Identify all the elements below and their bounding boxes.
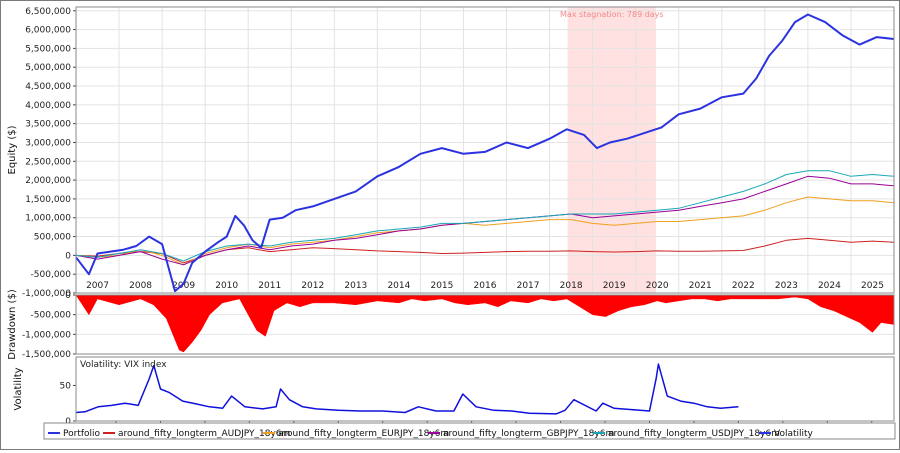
legend-item-label: Volatility <box>774 429 814 439</box>
equity-plot-border <box>75 6 895 294</box>
equity-year-label: 2021 <box>689 281 712 291</box>
equity-year-label: 2013 <box>344 281 367 291</box>
equity-ytick-label: 3,000,000 <box>25 138 71 148</box>
volatility-ytick-label: 0 <box>65 417 71 427</box>
equity-year-label: 2023 <box>775 281 798 291</box>
volatility-ytick-label: 50 <box>60 381 72 391</box>
equity-year-label: 2022 <box>732 281 755 291</box>
equity-year-label: 2020 <box>646 281 669 291</box>
stagnation-band <box>567 7 656 293</box>
equity-ytick-label: 5,500,000 <box>25 44 71 54</box>
equity-year-label: 2017 <box>517 281 540 291</box>
volatility-plot-border <box>75 356 895 422</box>
drawdown-ytick-label: -1,000,000 <box>22 330 71 340</box>
equity-year-label: 2009 <box>172 281 195 291</box>
legend-item-label: around_fifty_longterm_USDJPY_18y6m <box>608 429 780 439</box>
equity-ytick-label: 6,000,000 <box>25 26 71 36</box>
equity-year-label: 2015 <box>430 281 453 291</box>
equity-year-label: 2018 <box>560 281 583 291</box>
legend-item-label: around_fifty_longterm_EURJPY_18y6m <box>278 429 449 439</box>
equity-ytick-label: 2,000,000 <box>25 176 71 186</box>
equity-year-label: 2016 <box>474 281 497 291</box>
equity-year-label: 2008 <box>129 281 152 291</box>
equity-year-label: 2019 <box>603 281 626 291</box>
equity-series-line-4 <box>75 170 895 262</box>
equity-ytick-label: -1,000,000 <box>22 289 71 299</box>
equity-ytick-label: 5,000,000 <box>25 63 71 73</box>
equity-ytick-label: 500,000 <box>34 233 71 243</box>
stagnation-label: Max stagnation: 789 days <box>560 10 664 19</box>
equity-year-label: 2012 <box>301 281 324 291</box>
equity-year-label: 2011 <box>258 281 281 291</box>
legend-item-label: around_fifty_longterm_AUDJPY_18y6m <box>118 429 290 439</box>
drawdown-ytick-label: 0 <box>65 291 71 301</box>
volatility-ylabel: Volatility <box>13 367 24 410</box>
equity-ytick-label: 4,500,000 <box>25 82 71 92</box>
legend-item-label: around_fifty_longterm_GBPJPY_18y6m <box>443 429 614 439</box>
equity-ytick-label: 1,000,000 <box>25 214 71 224</box>
equity-ytick-label: 2,500,000 <box>25 157 71 167</box>
legend-item-label: Portfolio <box>63 429 101 439</box>
equity-series-line-3 <box>75 175 895 266</box>
equity-series-line-1 <box>75 237 895 264</box>
volatility-line <box>75 363 739 415</box>
equity-ylabel: Equity ($) <box>7 125 18 174</box>
equity-year-label: 2007 <box>86 281 109 291</box>
drawdown-ytick-label: -1,500,000 <box>22 350 71 360</box>
drawdown-ytick-label: -500,000 <box>31 311 72 321</box>
equity-year-label: 2010 <box>215 281 238 291</box>
equity-year-label: 2014 <box>387 281 410 291</box>
volatility-title: Volatility: VIX index <box>80 360 167 370</box>
legend-box <box>43 422 896 440</box>
drawdown-plot-border <box>75 294 895 355</box>
equity-series-line-0 <box>75 13 895 293</box>
equity-ytick-label: -500,000 <box>31 270 72 280</box>
equity-year-label: 2025 <box>861 281 884 291</box>
equity-ytick-label: 6,500,000 <box>25 7 71 17</box>
drawdown-ylabel: Drawdown ($) <box>7 289 18 360</box>
equity-ytick-label: 1,500,000 <box>25 195 71 205</box>
drawdown-area <box>75 294 895 353</box>
equity-ytick-label: 0 <box>65 251 71 261</box>
equity-series-line-2 <box>75 196 895 266</box>
equity-year-label: 2024 <box>818 281 841 291</box>
equity-ytick-label: 3,500,000 <box>25 120 71 130</box>
equity-ytick-label: 4,000,000 <box>25 101 71 111</box>
